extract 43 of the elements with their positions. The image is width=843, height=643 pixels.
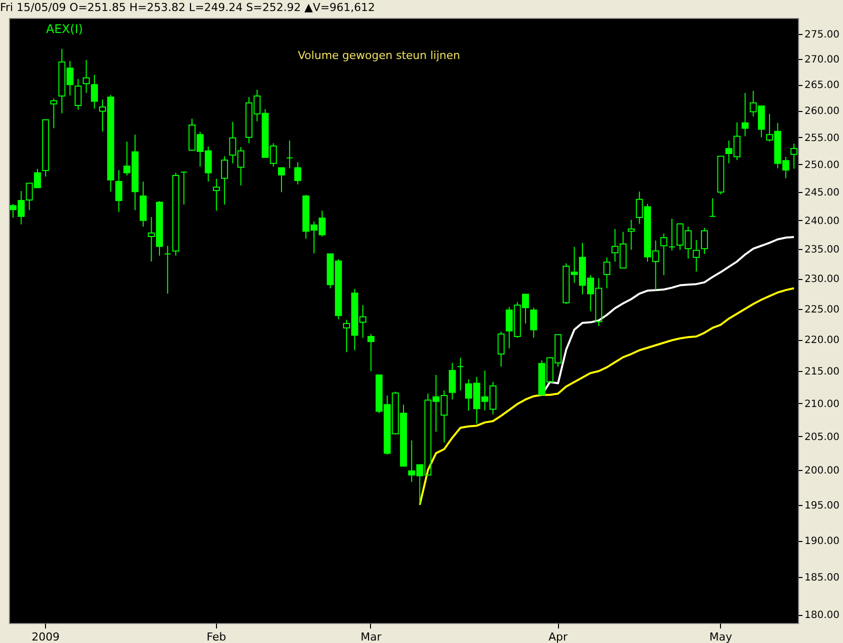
y-tick-label: 240.00	[804, 216, 840, 227]
y-tick-label: 200.00	[804, 466, 840, 477]
candlestick	[42, 119, 50, 178]
candlestick	[212, 178, 220, 212]
y-tick-label: 245.00	[804, 188, 840, 199]
x-tick-label: Feb	[206, 630, 226, 643]
y-tick-label: 190.00	[804, 536, 840, 548]
candlestick	[82, 60, 90, 94]
candlestick	[448, 362, 456, 400]
candlestick	[180, 172, 188, 205]
annotation: AEX(I)	[46, 22, 83, 36]
candlestick	[628, 219, 635, 250]
text: Fri 15/05/09 O=251.85 H=253.82 L=249.24 S=252.92 ▲V=961,612	[0, 1, 376, 14]
y-tick-label: 255.00	[804, 132, 840, 144]
y-tick-label: 205.00	[804, 432, 840, 443]
candlestick	[790, 143, 798, 170]
y-tick-label: 250.00	[804, 160, 840, 171]
y-tick-label: 275.00	[804, 29, 840, 40]
y-tick-label: 215.00	[804, 366, 840, 378]
candlestick	[456, 357, 464, 391]
candlestick	[286, 140, 294, 169]
x-tick-label: 2009	[32, 630, 60, 643]
y-tick-label: 235.00	[804, 244, 840, 256]
y-tick-label: 220.00	[804, 335, 840, 346]
candlestick	[90, 74, 98, 110]
x-tick-label: Apr	[548, 630, 568, 643]
y-tick-label: 210.00	[804, 398, 840, 410]
y-tick-label: 265.00	[804, 80, 840, 92]
y-tick-label: 225.00	[804, 304, 840, 316]
line-series	[418, 287, 795, 506]
candlestick	[692, 239, 700, 272]
y-tick-label: 230.00	[804, 274, 840, 286]
candlestick	[164, 245, 172, 294]
candlestick	[742, 92, 749, 137]
y-tick-label: 260.00	[804, 106, 840, 118]
y-tick-label: 195.00	[804, 500, 840, 512]
y-tick-label: 185.00	[804, 572, 840, 584]
y-tick-label: 270.00	[804, 54, 840, 66]
y-tick-label: 180.00	[804, 610, 840, 622]
x-tick-label: Mar	[360, 630, 382, 643]
text: Volume gewogen steun lijnen	[298, 49, 460, 62]
candlestick	[115, 169, 122, 212]
x-tick-label: May	[709, 630, 733, 643]
